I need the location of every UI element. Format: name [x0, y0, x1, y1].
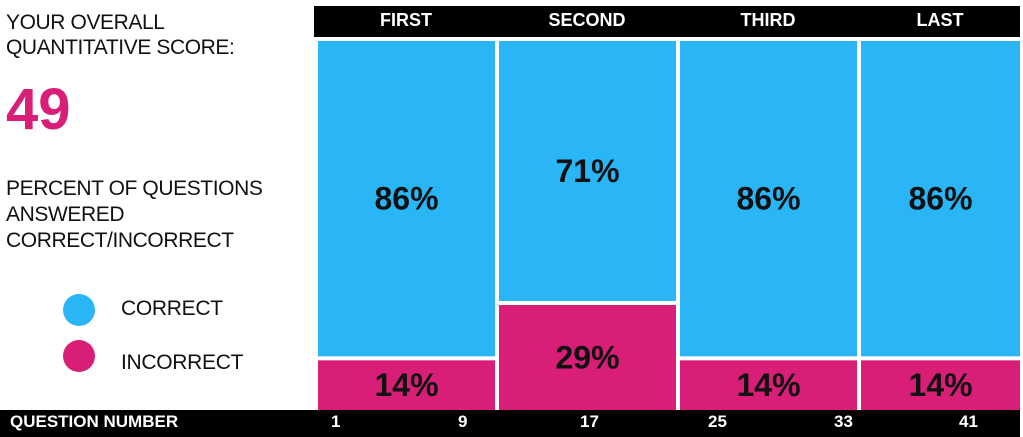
score-title: YOUR OVERALL QUANTITATIVE SCORE:	[6, 11, 235, 59]
legend-incorrect-dot	[63, 340, 95, 372]
legend-correct-label: CORRECT	[121, 297, 223, 320]
x-tick-1: 1	[331, 412, 341, 431]
footer-bar	[0, 410, 1020, 437]
legend-correct-dot	[63, 294, 95, 326]
bar-incorrect-last	[861, 360, 1020, 410]
label-incorrect-second: 29%	[555, 339, 619, 375]
bar-incorrect-third	[680, 360, 857, 410]
legend-incorrect-label: INCORRECT	[121, 351, 244, 374]
footer-title: QUESTION NUMBER	[10, 412, 179, 431]
bar-incorrect-first	[318, 360, 495, 410]
label-incorrect-last: 14%	[908, 367, 972, 403]
bar-correct-second	[499, 41, 676, 301]
column-header-last: LAST	[916, 10, 964, 30]
overall-score: 49	[6, 77, 71, 142]
bar-correct-first	[318, 41, 495, 357]
column-header-bar	[314, 6, 1020, 37]
bar-correct-third	[680, 41, 857, 357]
column-header-first: FIRST	[380, 10, 432, 30]
label-incorrect-third: 14%	[736, 367, 800, 403]
label-correct-first: 86%	[374, 181, 438, 217]
label-correct-second: 71%	[555, 153, 619, 189]
x-tick-25: 25	[708, 412, 727, 431]
percent-label: PERCENT OF QUESTIONS ANSWERED CORRECT/IN…	[6, 177, 263, 252]
column-header-third: THIRD	[740, 10, 796, 30]
bar-incorrect-second	[499, 304, 676, 410]
label-incorrect-first: 14%	[374, 367, 438, 403]
label-correct-last: 86%	[908, 181, 972, 217]
x-tick-41: 41	[959, 412, 978, 431]
label-correct-third: 86%	[736, 181, 800, 217]
x-tick-17: 17	[580, 412, 599, 431]
column-header-second: SECOND	[548, 10, 626, 30]
x-tick-9: 9	[458, 412, 468, 431]
bar-correct-last	[861, 41, 1020, 357]
x-tick-33: 33	[834, 412, 853, 431]
